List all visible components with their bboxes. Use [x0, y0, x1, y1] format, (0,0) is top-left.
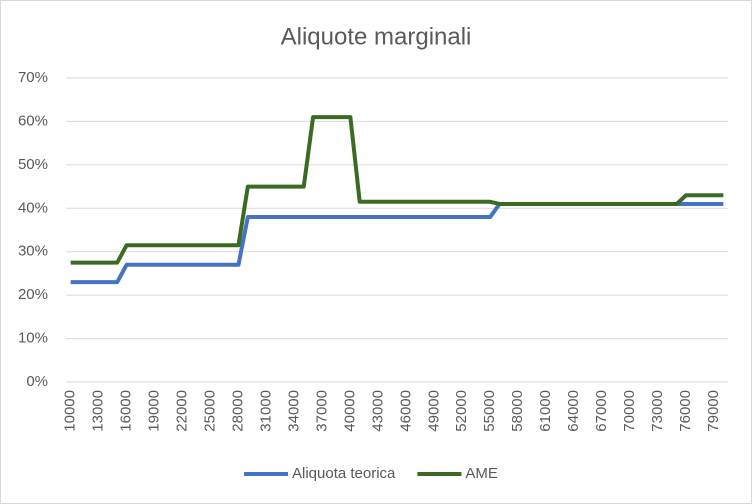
x-tick-label: 19000 — [146, 390, 163, 432]
x-tick-label: 13000 — [90, 390, 107, 432]
x-tick-label: 70000 — [621, 390, 638, 432]
x-tick-label: 61000 — [537, 390, 554, 432]
y-tick-label: 0% — [26, 373, 48, 390]
x-tick-label: 34000 — [285, 390, 302, 432]
y-tick-label: 40% — [18, 199, 48, 216]
x-tick-label: 46000 — [397, 390, 414, 432]
x-tick-label: 52000 — [453, 390, 470, 432]
x-tick-label: 79000 — [705, 390, 722, 432]
x-tick-label: 58000 — [509, 390, 526, 432]
x-tick-label: 76000 — [677, 390, 694, 432]
x-tick-label: 67000 — [593, 390, 610, 432]
x-tick-label: 40000 — [341, 390, 358, 432]
x-tick-label: 10000 — [62, 390, 79, 432]
x-tick-label: 25000 — [201, 390, 218, 432]
x-tick-label: 43000 — [369, 390, 386, 432]
x-tick-label: 64000 — [565, 390, 582, 432]
chart-title: Aliquote marginali — [281, 23, 472, 50]
y-tick-label: 60% — [18, 112, 48, 129]
x-tick-label: 37000 — [313, 390, 330, 432]
x-tick-label: 73000 — [649, 390, 666, 432]
x-tick-label: 55000 — [481, 390, 498, 432]
x-tick-label: 16000 — [118, 390, 135, 432]
legend-label: AME — [465, 465, 498, 482]
y-tick-label: 50% — [18, 156, 48, 173]
x-tick-label: 31000 — [257, 390, 274, 432]
series-line — [70, 115, 724, 265]
y-tick-label: 20% — [18, 286, 48, 303]
y-tick-label: 70% — [18, 69, 48, 86]
y-tick-label: 10% — [18, 330, 48, 347]
x-tick-label: 49000 — [425, 390, 442, 432]
legend-label: Aliquota teorica — [292, 465, 396, 482]
x-tick-label: 22000 — [174, 390, 191, 432]
x-tick-label: 28000 — [229, 390, 246, 432]
y-tick-label: 30% — [18, 243, 48, 260]
